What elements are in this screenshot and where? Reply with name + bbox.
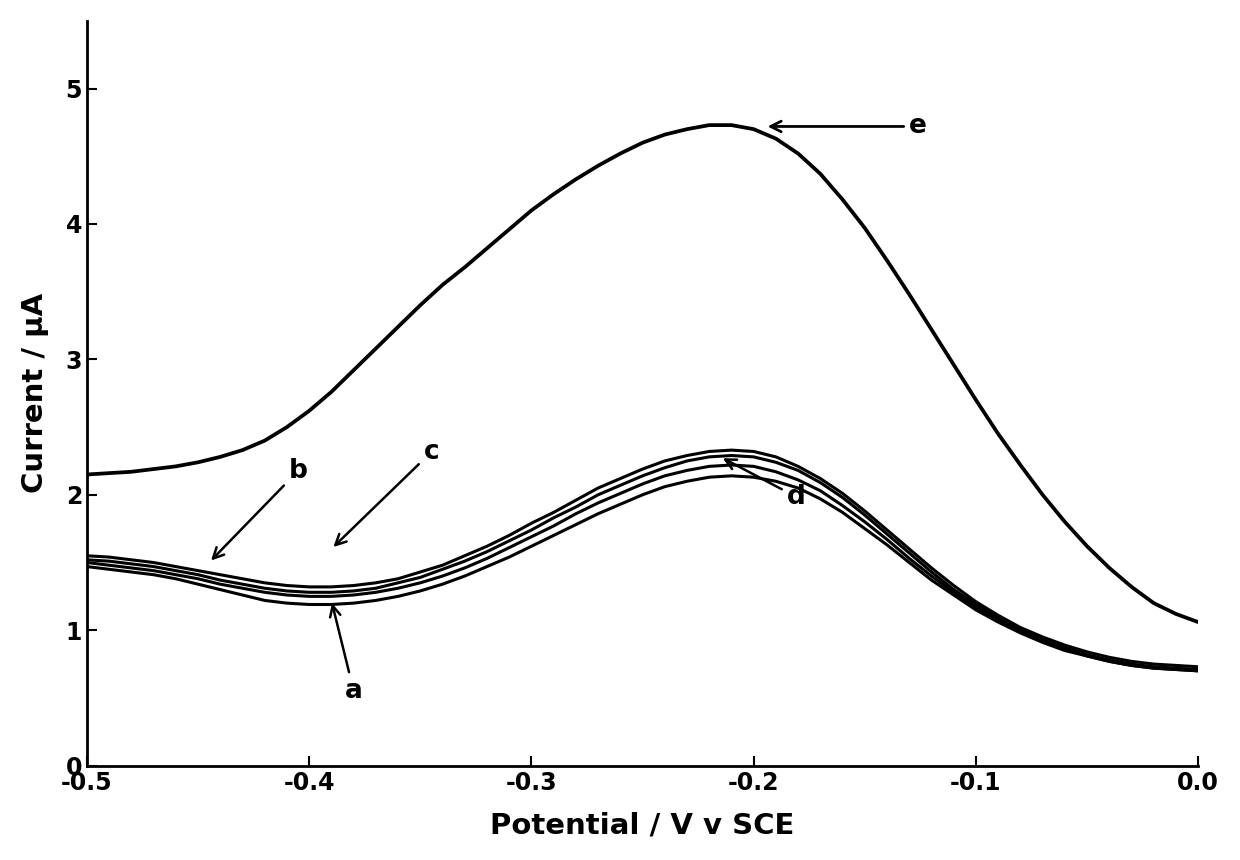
X-axis label: Potential / V v SCE: Potential / V v SCE <box>490 811 795 839</box>
Text: c: c <box>335 439 439 545</box>
Text: a: a <box>330 605 362 703</box>
Text: b: b <box>213 458 308 558</box>
Text: d: d <box>725 459 806 510</box>
Y-axis label: Current / μA: Current / μA <box>21 293 48 494</box>
Text: e: e <box>771 114 928 139</box>
